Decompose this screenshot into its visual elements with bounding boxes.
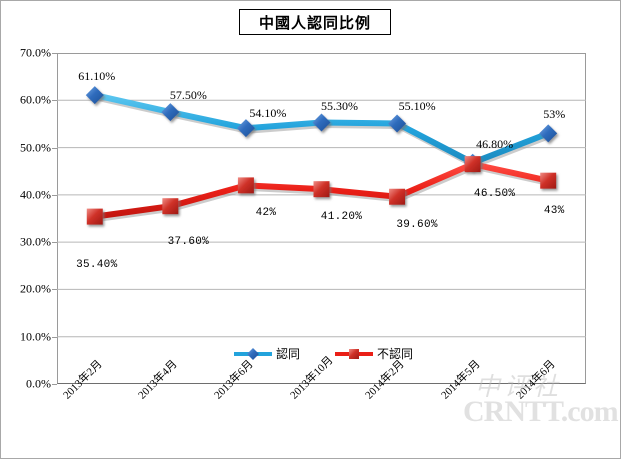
y-tick-mark [52, 242, 57, 244]
data-point-label: 61.10% [78, 69, 116, 84]
data-point-label: 57.50% [169, 88, 207, 103]
legend-label-agree: 認同 [276, 347, 301, 361]
data-point-label: 41.20% [320, 211, 363, 224]
plot-area [57, 53, 586, 384]
chart-title: 中國人認同比例 [239, 9, 391, 35]
data-point-label: 46.50% [473, 188, 516, 201]
data-point-label: 46.80% [476, 136, 514, 151]
y-axis: 0.0% 10.0% 20.0% 30.0% 40.0% 50.0% 60.0% 70.0% [1, 1, 57, 458]
data-point-label: 35.40% [76, 258, 118, 271]
y-tick-mark [52, 147, 57, 149]
data-point-label: 55.10% [398, 99, 436, 114]
data-point-label: 43% [543, 204, 565, 217]
y-tick-label: 60.0% [20, 92, 51, 107]
y-tick-label: 0.0% [26, 376, 51, 391]
y-tick-label: 50.0% [20, 140, 51, 155]
y-tick-mark [52, 194, 57, 196]
legend-label-disagree: 不認同 [377, 347, 414, 361]
data-point-label: 53% [543, 107, 566, 122]
data-point-label: 54.10% [249, 106, 287, 121]
y-tick-label: 20.0% [20, 281, 51, 296]
y-tick-label: 10.0% [20, 329, 51, 344]
y-tick-mark [52, 53, 57, 54]
y-tick-mark [52, 289, 57, 291]
y-tick-mark [52, 100, 57, 102]
legend-marker-diamond-icon [234, 347, 272, 360]
y-tick-label: 70.0% [20, 45, 51, 60]
legend-marker-square-icon [335, 348, 374, 359]
data-point-label: 42% [255, 207, 277, 220]
y-tick-label: 30.0% [20, 234, 51, 249]
legend-item-agree[interactable]: 認同 [233, 345, 300, 362]
data-point-label: 39.60% [396, 218, 438, 231]
watermark-english: CRNTT.com [463, 395, 619, 428]
chart-legend: 認同 不認同 [233, 345, 413, 362]
y-tick-mark [52, 384, 57, 385]
data-point-label: 55.30% [321, 98, 358, 113]
data-point-label: 37.60% [167, 236, 210, 249]
legend-item-disagree[interactable]: 不認同 [334, 345, 413, 362]
y-tick-mark [52, 336, 57, 338]
y-tick-label: 40.0% [20, 187, 51, 202]
